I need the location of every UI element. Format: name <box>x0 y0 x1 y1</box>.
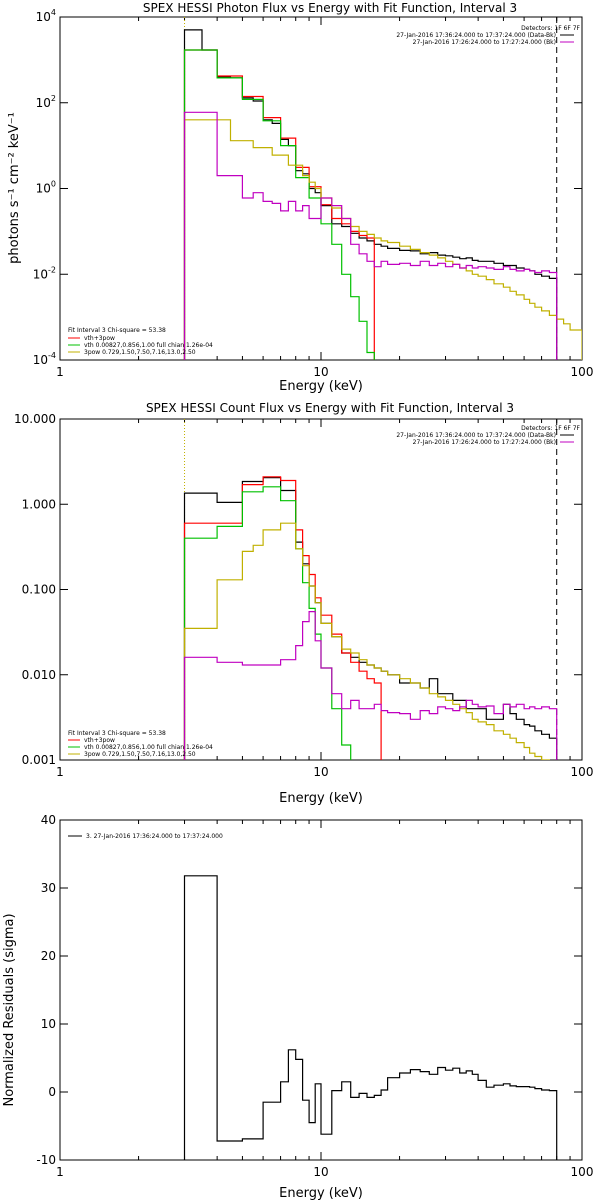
residuals-x-tick-label: 10 <box>313 1165 328 1179</box>
photon-flux-y-tick-exponent: 4 <box>51 8 56 17</box>
photon-flux-fit-vth: vth 0.00827,0.856,1.00 full chian 1.26e-… <box>84 342 213 349</box>
photon-flux-y-tick-label: 100 <box>36 180 56 196</box>
residuals-y-tick-label: 40 <box>41 813 56 827</box>
photon-flux-fit-header: Fit Interval 3 Chi-square = 53.38 <box>68 327 166 334</box>
residuals-y-tick-label: 0 <box>48 1085 56 1099</box>
count-flux-y-tick-label: 10.000 <box>14 412 56 426</box>
count-flux-y-tick-label: 0.001 <box>22 753 56 767</box>
residuals-x-label: Energy (keV) <box>279 1186 363 1200</box>
count-flux-fit-header: Fit Interval 3 Chi-square = 53.38 <box>68 730 166 737</box>
photon-flux-y-label: photons s⁻¹ cm⁻² keV⁻¹ <box>7 112 22 264</box>
photon-flux-y-tick-label: 104 <box>36 8 56 24</box>
photon-flux-y-tick-exponent: -2 <box>48 265 56 274</box>
photon-flux-y-tick-exponent: -4 <box>48 351 56 360</box>
count-flux-fit-3pow: 3pow 0.729,1.50,7.50,7.16,13.0,2.50 <box>84 751 196 758</box>
photon-flux-clip-target: 1 10 100 10-4 10-2 100 102 104 <box>33 8 594 379</box>
photon-flux-y-tick-label: 10-2 <box>33 265 56 281</box>
count-flux-fit-vth: vth 0.00827,0.856,1.00 full chian 1.26e-… <box>84 744 213 751</box>
photon-flux-panel: SPEX HESSI Photon Flux vs Energy with Fi… <box>7 1 593 394</box>
count-flux-legend-data-bk: 27-Jan-2016 17:36:24.000 to 17:37:24.000… <box>396 432 556 439</box>
count-flux-x-tick-label: 10 <box>313 765 328 779</box>
count-flux-y-tick-label: 1.000 <box>22 497 56 511</box>
residuals-y-label: Normalized Residuals (sigma) <box>2 913 17 1106</box>
photon-flux-legend-data-bk: 27-Jan-2016 17:36:24.000 to 17:37:24.000… <box>396 32 556 39</box>
residuals-x-tick-label: 100 <box>571 1165 594 1179</box>
residuals-y-tick-label: 20 <box>41 949 56 963</box>
count-flux-title: SPEX HESSI Count Flux vs Energy with Fit… <box>146 401 514 415</box>
photon-flux-series-4 <box>183 111 558 360</box>
photon-flux-series-0 <box>183 29 558 360</box>
residuals-y-tick-label: 10 <box>41 1017 56 1031</box>
residuals-legend-label: 3. 27-Jan-2016 17:36:24.000 to 17:37:24.… <box>86 833 223 840</box>
residuals-y-tick-label: -10 <box>36 1153 56 1167</box>
count-flux-series-0 <box>183 477 558 760</box>
photon-flux-y-tick-label: 102 <box>36 94 56 110</box>
photon-flux-title: SPEX HESSI Photon Flux vs Energy with Fi… <box>143 1 517 15</box>
residuals-clip-target: 1 10 100 -10 0 10 20 30 40 <box>36 813 593 1179</box>
photon-flux-series-2 <box>183 49 375 360</box>
photon-flux-x-tick-label: 1 <box>56 365 64 379</box>
photon-flux-x-tick-label: 10 <box>313 365 328 379</box>
residuals-y-tick-label: 30 <box>41 881 56 895</box>
count-flux-x-tick-label: 1 <box>56 765 64 779</box>
photon-flux-series-3 <box>183 119 582 360</box>
count-flux-legend-header: Detectors: 1F 6F 7F <box>521 425 580 432</box>
photon-flux-y-tick-label: 10-4 <box>33 351 56 367</box>
count-flux-x-tick-label: 100 <box>571 765 594 779</box>
photon-flux-legend-bk: 27-Jan-2016 17:26:24.000 to 17:27:24.000… <box>413 39 556 46</box>
photon-flux-y-tick-exponent: 2 <box>51 94 56 103</box>
count-flux-series-2 <box>183 486 360 760</box>
residuals-x-tick-label: 1 <box>56 1165 64 1179</box>
count-flux-y-tick-label: 0.100 <box>22 583 56 597</box>
residuals-panel: Energy (keV) Normalized Residuals (sigma… <box>2 813 593 1200</box>
count-flux-panel: SPEX HESSI Count Flux vs Energy with Fit… <box>14 401 593 806</box>
photon-flux-x-label: Energy (keV) <box>279 379 363 394</box>
photon-flux-x-tick-label: 100 <box>571 365 594 379</box>
count-flux-clip-target: 1 10 100 0.001 0.010 0.100 1.000 10.000 <box>14 412 593 779</box>
count-flux-series-1 <box>183 476 382 760</box>
photon-flux-fit-vth3pow: vth+3pow <box>84 335 115 342</box>
count-flux-fit-vth3pow: vth+3pow <box>84 737 115 744</box>
count-flux-y-tick-label: 0.010 <box>22 668 56 682</box>
photon-flux-legend-header: Detectors: 1F 6F 7F <box>521 25 580 32</box>
photon-flux-fit-3pow: 3pow 0.729,1.50,7.50,7.16,13.0,2.50 <box>84 349 196 356</box>
photon-flux-y-tick-exponent: 0 <box>51 180 56 189</box>
photon-flux-series-1 <box>183 49 375 360</box>
count-flux-series-3 <box>183 522 558 760</box>
count-flux-series-4 <box>183 611 558 760</box>
residuals-series-0 <box>183 875 558 1160</box>
count-flux-legend-bk: 27-Jan-2016 17:26:24.000 to 17:27:24.000… <box>413 439 556 446</box>
count-flux-x-label: Energy (keV) <box>279 791 363 806</box>
